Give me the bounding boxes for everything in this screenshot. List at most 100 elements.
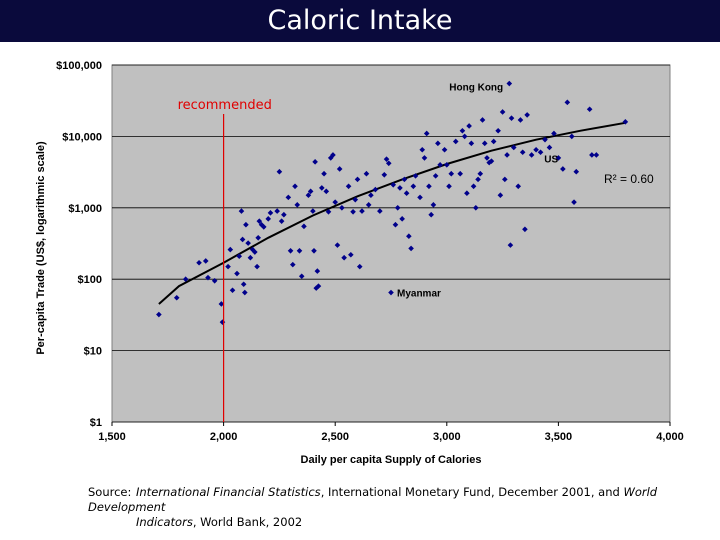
data-point <box>348 251 354 258</box>
data-point <box>352 196 359 203</box>
data-point <box>255 235 261 241</box>
x-tick-label: 2,000 <box>210 431 238 443</box>
data-point <box>408 245 414 252</box>
data-point <box>390 181 397 188</box>
data-point <box>622 119 629 125</box>
data-point <box>519 149 526 156</box>
data-point <box>586 106 593 113</box>
data-point <box>227 246 234 253</box>
data-point <box>397 185 403 191</box>
y-axis-label: Per-capita Trade (US$, logarithmic scale… <box>35 141 47 355</box>
data-point <box>314 268 321 274</box>
data-point <box>377 208 383 214</box>
y-axis-ticks: $1 $10 $100 $1,000 $10,000 $100,000 <box>56 60 102 429</box>
data-point <box>330 152 336 158</box>
data-point <box>332 199 338 205</box>
data-point <box>363 170 370 177</box>
data-point <box>311 247 317 254</box>
data-point <box>242 289 248 296</box>
annotation-label: Hong Kong <box>449 82 503 93</box>
data-point <box>528 152 535 158</box>
data-point <box>278 218 285 224</box>
data-point <box>354 176 361 183</box>
recommended-label: recommended <box>178 98 272 113</box>
source-worldbank: , World Bank, 2002 <box>192 515 303 529</box>
source-indicators: Indicators <box>136 515 193 529</box>
data-point <box>426 183 432 190</box>
data-point <box>464 190 470 197</box>
data-point <box>401 176 408 183</box>
data-point <box>522 226 528 233</box>
data-point <box>258 221 265 228</box>
data-point <box>315 283 322 289</box>
y-tick-label: $1,000 <box>68 203 102 215</box>
data-point <box>339 205 345 211</box>
plot-background <box>111 64 671 423</box>
data-point <box>238 208 245 214</box>
data-point <box>225 263 231 270</box>
data-point <box>403 190 410 197</box>
data-point <box>430 202 437 208</box>
data-point <box>289 261 296 268</box>
data-point <box>182 276 189 282</box>
data-point <box>392 221 399 228</box>
data-point <box>564 99 571 106</box>
x-tick-label: 4,000 <box>656 431 684 443</box>
data-point <box>457 170 463 177</box>
annotation-label: US <box>544 155 558 166</box>
source-ifs: International Financial Statistics <box>136 485 321 499</box>
data-point <box>560 166 566 172</box>
data-points <box>156 80 629 325</box>
data-point <box>260 224 267 230</box>
data-point <box>517 117 524 123</box>
x-tick-label: 3,500 <box>545 431 573 443</box>
data-point <box>245 240 251 246</box>
data-point <box>218 301 225 307</box>
data-point <box>310 208 316 214</box>
y-tick-label: $1 <box>90 417 102 429</box>
trend-line <box>158 121 626 305</box>
data-point <box>593 152 600 158</box>
data-point <box>589 152 595 158</box>
source-note: Source: International Financial Statistic… <box>88 485 708 530</box>
data-point <box>219 319 226 325</box>
data-point <box>350 208 356 215</box>
data-point <box>504 152 510 158</box>
data-point <box>542 136 548 143</box>
data-point <box>510 144 517 151</box>
data-point <box>294 202 301 208</box>
data-point <box>341 254 347 261</box>
data-point <box>301 223 307 230</box>
data-point <box>296 247 303 254</box>
data-point <box>205 274 211 281</box>
data-point <box>298 273 305 280</box>
recommended-group: recommended <box>178 98 272 422</box>
data-point <box>506 80 513 87</box>
y-tick-label: $10,000 <box>62 131 102 143</box>
data-point <box>533 146 539 153</box>
data-point <box>247 254 254 261</box>
data-point <box>448 170 455 177</box>
data-point <box>479 117 486 123</box>
annotations: Hong Kong US Myanmar <box>397 82 558 299</box>
data-point <box>313 285 320 291</box>
data-point <box>365 202 372 208</box>
r-squared-label: R² = 0.60 <box>604 172 654 186</box>
x-tick-label: 1,500 <box>98 431 126 443</box>
data-point <box>573 168 580 175</box>
data-point <box>461 133 468 140</box>
data-point <box>202 258 209 264</box>
data-point <box>236 253 243 259</box>
data-point <box>287 247 294 254</box>
data-point <box>243 221 249 228</box>
data-point <box>323 188 330 195</box>
data-point <box>470 183 477 190</box>
data-point <box>524 112 530 118</box>
y-tick-label: $100 <box>78 274 102 286</box>
data-point <box>372 186 379 193</box>
y-tick-label: $10 <box>84 346 102 358</box>
data-point <box>394 205 401 211</box>
data-point <box>274 208 280 214</box>
data-point <box>336 166 343 172</box>
x-axis-ticks: 1,500 2,000 2,500 3,000 3,500 4,000 <box>98 422 684 443</box>
